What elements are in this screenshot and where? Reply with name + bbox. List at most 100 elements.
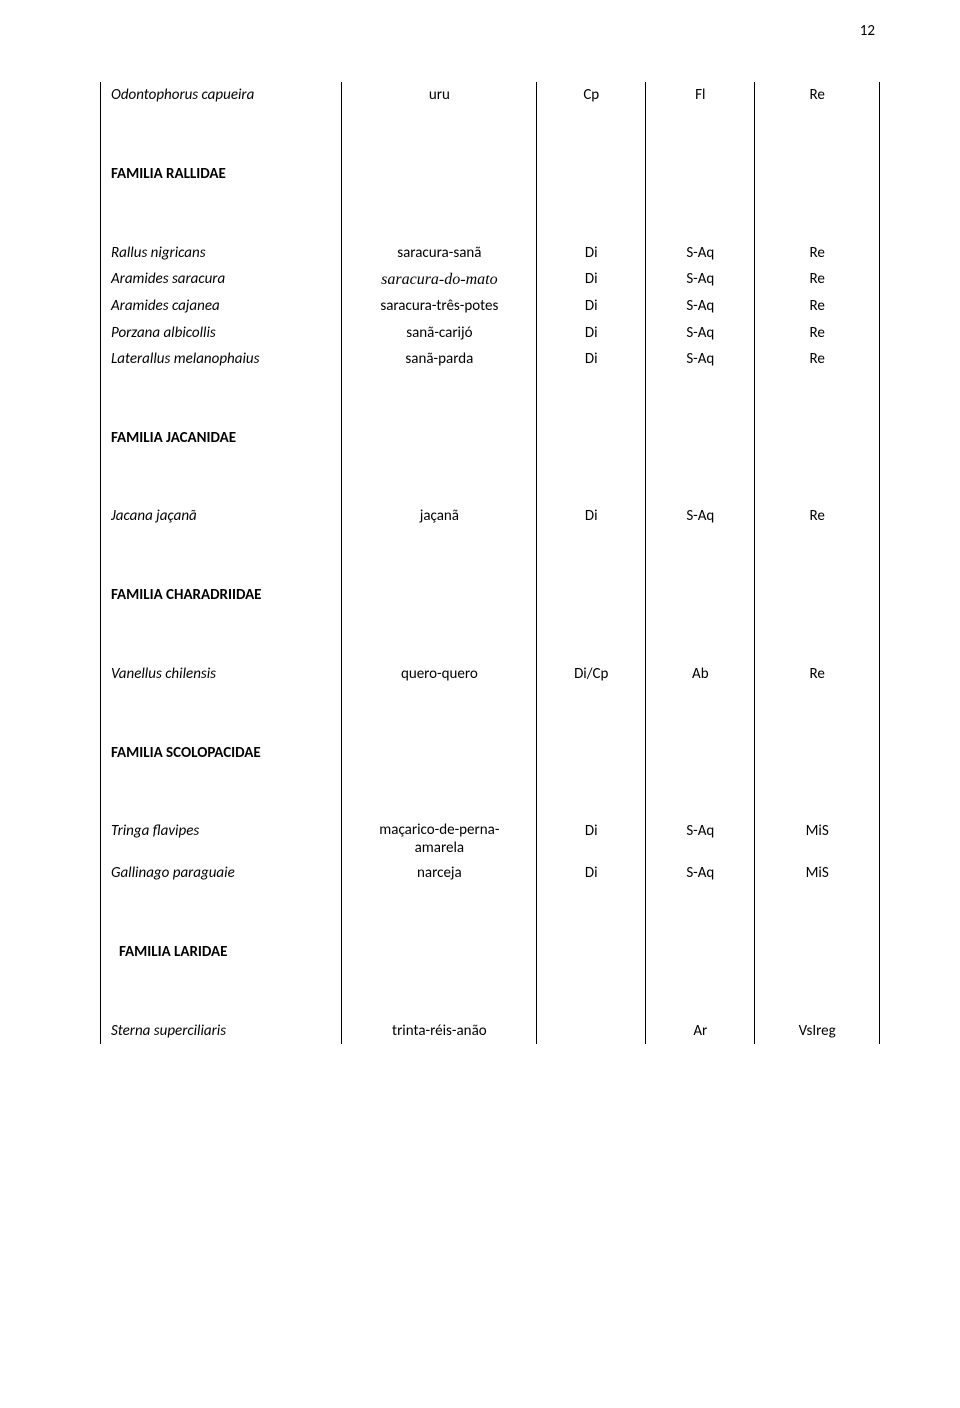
empty-cell xyxy=(646,213,755,239)
scientific-name-cell: Odontophorus capueira xyxy=(101,82,342,108)
empty-cell xyxy=(537,135,646,161)
table-row xyxy=(101,713,880,739)
col4-cell: S-Aq xyxy=(646,503,755,529)
scientific-name-cell: Jacana jaçanã xyxy=(101,503,342,529)
empty-cell xyxy=(101,477,342,503)
empty-cell xyxy=(342,913,537,939)
common-name-cell: sanã-carijó xyxy=(342,320,537,346)
page-number: 12 xyxy=(860,22,875,40)
table-row xyxy=(101,372,880,398)
table-row: Aramides saracurasaracura-do-matoDiS-AqR… xyxy=(101,266,880,294)
col3-cell xyxy=(537,939,646,965)
empty-cell xyxy=(755,398,880,424)
empty-cell xyxy=(342,687,537,713)
empty-cell xyxy=(342,887,537,913)
common-name-cell: quero-quero xyxy=(342,661,537,687)
table-row: Tringa flavipesmaçarico-de-perna-amarela… xyxy=(101,818,880,860)
col5-cell: MiS xyxy=(755,860,880,886)
col3-cell xyxy=(537,161,646,187)
empty-cell xyxy=(646,398,755,424)
table-row xyxy=(101,530,880,556)
empty-cell xyxy=(646,687,755,713)
col4-cell xyxy=(646,161,755,187)
empty-cell xyxy=(101,398,342,424)
scientific-name-cell: Tringa flavipes xyxy=(101,818,342,860)
scientific-name-cell: Aramides cajanea xyxy=(101,293,342,319)
empty-cell xyxy=(101,187,342,213)
empty-cell xyxy=(646,451,755,477)
empty-cell xyxy=(101,372,342,398)
table-row: Vanellus chilensisquero-queroDi/CpAbRe xyxy=(101,661,880,687)
empty-cell xyxy=(342,713,537,739)
empty-cell xyxy=(755,530,880,556)
col4-cell xyxy=(646,939,755,965)
col5-cell xyxy=(755,740,880,766)
col5-cell: Re xyxy=(755,346,880,372)
col3-cell xyxy=(537,1018,646,1044)
empty-cell xyxy=(755,108,880,134)
table-row: FAMILIA RALLIDAE xyxy=(101,161,880,187)
common-name-cell: sanã-parda xyxy=(342,346,537,372)
empty-cell xyxy=(646,713,755,739)
empty-cell xyxy=(342,213,537,239)
empty-cell xyxy=(342,398,537,424)
col3-cell: Di xyxy=(537,240,646,266)
col5-cell: VsIreg xyxy=(755,1018,880,1044)
empty-cell xyxy=(755,792,880,818)
col4-cell: S-Aq xyxy=(646,266,755,294)
empty-cell xyxy=(537,556,646,582)
common-name-cell: saracura-três-potes xyxy=(342,293,537,319)
scientific-name-cell: Rallus nigricans xyxy=(101,240,342,266)
empty-cell xyxy=(101,530,342,556)
empty-cell xyxy=(101,713,342,739)
empty-cell xyxy=(537,713,646,739)
empty-cell xyxy=(537,766,646,792)
table-row xyxy=(101,887,880,913)
scientific-name-cell: Sterna superciliaris xyxy=(101,1018,342,1044)
empty-cell xyxy=(101,766,342,792)
empty-cell xyxy=(101,965,342,991)
empty-cell xyxy=(755,687,880,713)
empty-cell xyxy=(101,556,342,582)
empty-cell xyxy=(537,887,646,913)
empty-cell xyxy=(755,187,880,213)
scientific-name-cell: FAMILIA LARIDAE xyxy=(101,939,342,965)
common-name-cell xyxy=(342,582,537,608)
common-name-cell: saracura-do-mato xyxy=(342,266,537,294)
col5-cell: Re xyxy=(755,240,880,266)
table-row: FAMILIA CHARADRIIDAE xyxy=(101,582,880,608)
col5-cell: Re xyxy=(755,503,880,529)
col5-cell: Re xyxy=(755,320,880,346)
table-row xyxy=(101,135,880,161)
col4-cell: S-Aq xyxy=(646,346,755,372)
table-row xyxy=(101,965,880,991)
empty-cell xyxy=(342,187,537,213)
empty-cell xyxy=(342,792,537,818)
scientific-name-cell: FAMILIA JACANIDAE xyxy=(101,425,342,451)
scientific-name-cell: FAMILIA CHARADRIIDAE xyxy=(101,582,342,608)
col4-cell: Fl xyxy=(646,82,755,108)
table-row xyxy=(101,635,880,661)
common-name-cell: maçarico-de-perna-amarela xyxy=(342,818,537,860)
table-row: Porzana albicollissanã-carijóDiS-AqRe xyxy=(101,320,880,346)
empty-cell xyxy=(646,965,755,991)
scientific-name-cell: Aramides saracura xyxy=(101,266,342,294)
empty-cell xyxy=(646,635,755,661)
table-row xyxy=(101,992,880,1018)
species-table-body: Odontophorus capueirauruCpFlRe FAMILIA R… xyxy=(101,82,880,1044)
col3-cell xyxy=(537,425,646,451)
empty-cell xyxy=(755,556,880,582)
empty-cell xyxy=(755,135,880,161)
empty-cell xyxy=(342,556,537,582)
col3-cell: Di xyxy=(537,503,646,529)
empty-cell xyxy=(646,992,755,1018)
table-row: Sterna superciliaristrinta-réis-anãoArVs… xyxy=(101,1018,880,1044)
species-table: Odontophorus capueirauruCpFlRe FAMILIA R… xyxy=(100,82,880,1044)
col4-cell xyxy=(646,425,755,451)
empty-cell xyxy=(755,451,880,477)
common-name-cell xyxy=(342,425,537,451)
empty-cell xyxy=(755,608,880,634)
table-row xyxy=(101,213,880,239)
empty-cell xyxy=(646,477,755,503)
table-row xyxy=(101,477,880,503)
